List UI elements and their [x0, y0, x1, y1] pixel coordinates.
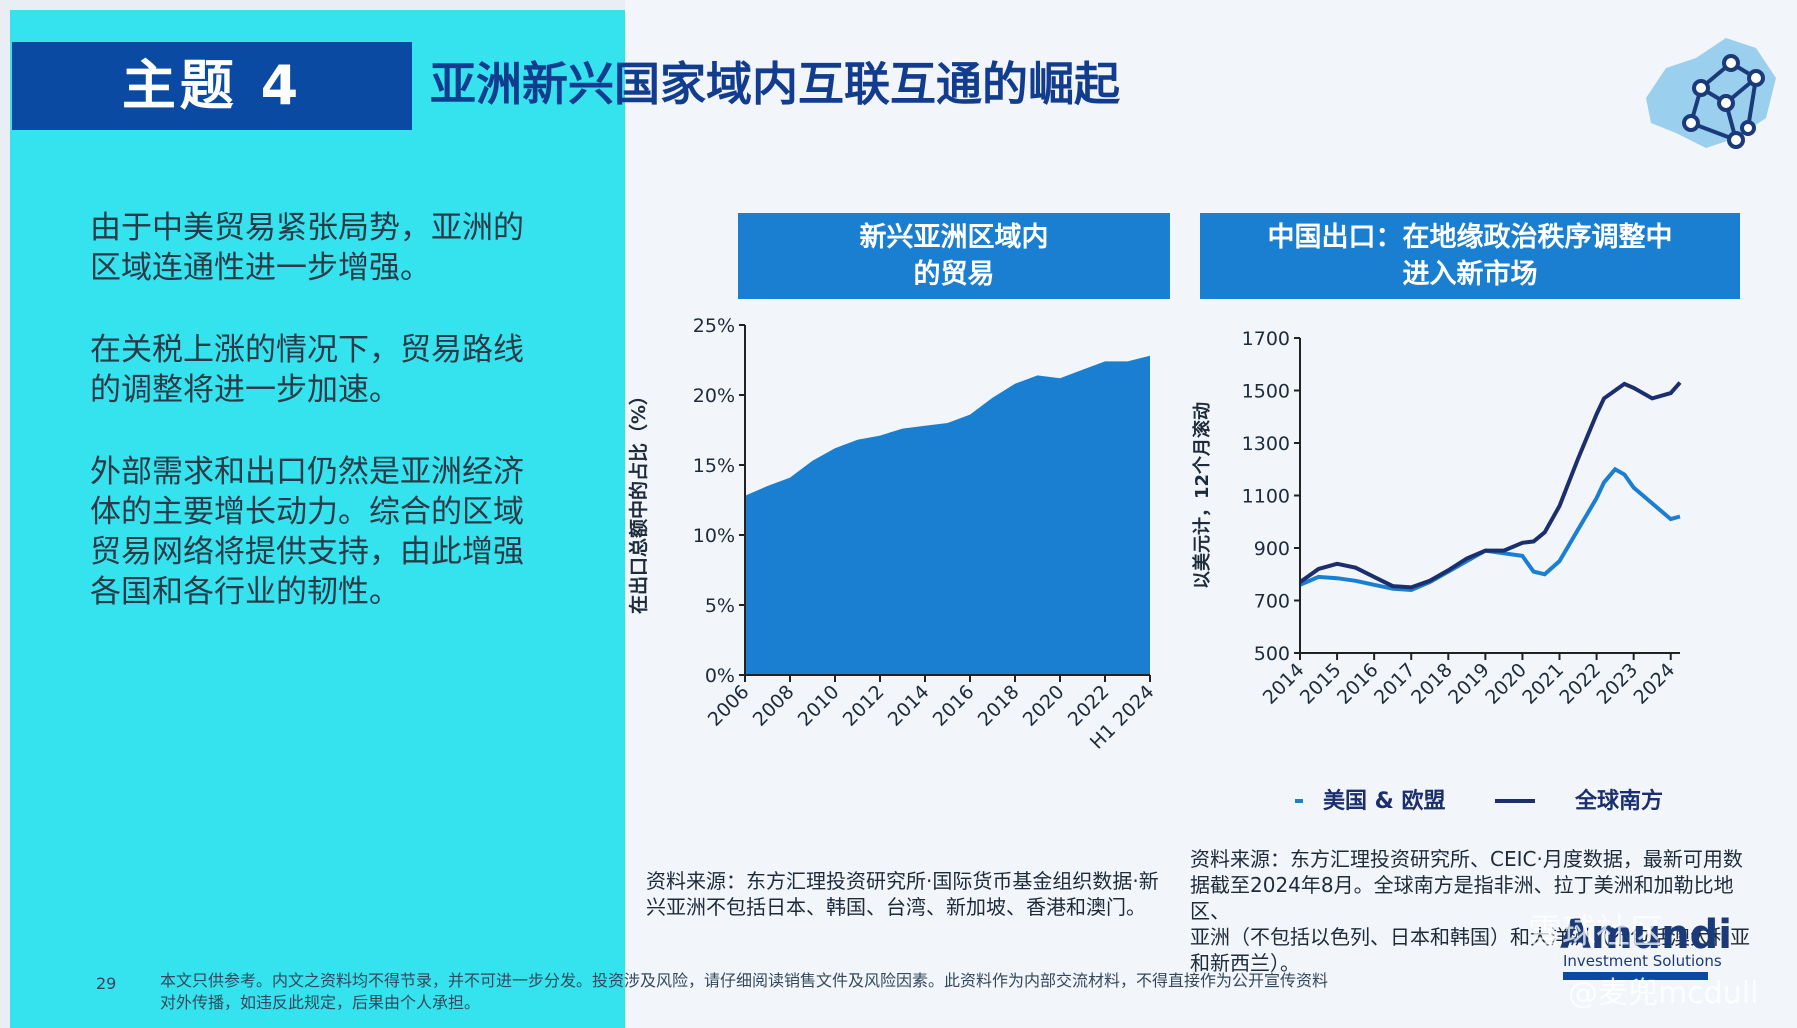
x-tick-label: 2017 — [1370, 659, 1420, 709]
y-tick-label: 500 — [1254, 643, 1290, 665]
source-line: 亚洲（不包括以色列、日本和韩国）和大洋洲（不包括澳大利亚 — [1190, 925, 1750, 949]
series-line-global-south — [1298, 381, 1682, 590]
legend-label-global-south: 全球南方 — [1574, 788, 1663, 814]
paragraph-line: 区域连通性进一步增强。 — [90, 250, 431, 286]
y-tick-label: 900 — [1254, 538, 1290, 560]
source-line: 兴亚洲不包括日本、韩国、台湾、新加坡、香港和澳门。 — [646, 895, 1146, 919]
watermark-handle: @麦兜mcdull — [1568, 976, 1759, 1011]
source-line: 资料来源：东方汇理投资研究所·国际货币基金组织数据·新 — [646, 869, 1159, 893]
regional-trade-area-chart: 0% 5% 10% 15% 20% 25% 200620082010201220142016… — [627, 315, 1159, 754]
x-tick-label: 2023 — [1592, 659, 1642, 709]
topic-badge: 主题 4 — [12, 42, 412, 130]
right-chart-header: 中国出口：在地缘政治秩序调整中 进入新市场 — [1200, 213, 1740, 299]
paragraph-3: 外部需求和出口仍然是亚洲经济 体的主要增长动力。综合的区域 贸易网络将提供支持，… — [90, 452, 610, 612]
left-text-panel — [10, 10, 625, 1028]
legend-label-us-eu: 美国 & 欧盟 — [1323, 788, 1446, 814]
header-line: 新兴亚洲区域内 — [859, 222, 1049, 253]
x-tick-label: 2018 — [974, 681, 1024, 731]
paragraph-line: 由于中美贸易紧张局势，亚洲的 — [90, 210, 524, 246]
y-tick-label: 20% — [693, 385, 735, 407]
x-tick-label: 2016 — [929, 681, 979, 731]
paragraph-line: 各国和各行业的韧性。 — [90, 574, 400, 610]
left-chart-source: 资料来源：东方汇理投资研究所·国际货币基金组织数据·新 兴亚洲不包括日本、韩国、… — [646, 868, 1186, 920]
x-tick-label: 2006 — [704, 681, 754, 731]
paragraph-line: 在关税上涨的情况下，贸易路线 — [90, 332, 524, 368]
x-tick-label: 2014 — [1259, 659, 1309, 709]
paragraph-2: 在关税上涨的情况下，贸易路线 的调整将进一步加速。 — [90, 330, 610, 410]
x-tick-label: 2008 — [749, 681, 799, 731]
header-line: 进入新市场 — [1402, 259, 1538, 290]
x-tick-label: 2018 — [1407, 659, 1457, 709]
source-line: 资料来源：东方汇理投资研究所、CEIC·月度数据，最新可用数 — [1190, 847, 1743, 871]
y-tick-label: 1500 — [1242, 381, 1290, 403]
x-tick-label: 2024 — [1630, 659, 1680, 709]
source-line: 据截至2024年8月。全球南方是指非洲、拉丁美洲和加勒比地区、 — [1190, 873, 1734, 923]
header-line: 的贸易 — [913, 259, 995, 290]
paragraph-line: 贸易网络将提供支持，由此增强 — [90, 534, 524, 570]
header-line: 中国出口：在地缘政治秩序调整中 — [1267, 222, 1673, 253]
y-tick-label: 10% — [693, 525, 735, 547]
x-tick-label: 2016 — [1333, 659, 1383, 709]
paragraph-line: 体的主要增长动力。综合的区域 — [90, 494, 524, 530]
left-chart-header: 新兴亚洲区域内 的贸易 — [738, 213, 1170, 299]
y-tick-label: 25% — [693, 315, 735, 337]
page-number: 29 — [96, 974, 117, 993]
brand-bar — [1563, 972, 1708, 980]
y-tick-label: 1700 — [1242, 328, 1290, 350]
y-axis-label: 以美元计，12个月滚动 — [1191, 402, 1213, 589]
x-tick-label: 2020 — [1481, 659, 1531, 709]
network-map-icon — [1646, 38, 1776, 149]
x-tick-label: 2014 — [884, 681, 934, 731]
y-axis-label: 在出口总额中的占比（%） — [627, 386, 650, 614]
disclaimer-footer: 本文只供参考。内文之资料均不得节录，并不可进一步分发。投资涉及风险，请仔细阅读销… — [160, 970, 1510, 1014]
x-tick-label: 2019 — [1444, 659, 1494, 709]
slide-title: 亚洲新兴国家域内互联互通的崛起 — [430, 57, 1120, 111]
paragraph-1: 由于中美贸易紧张局势，亚洲的 区域连通性进一步增强。 — [90, 208, 610, 288]
y-tick-label: 0% — [705, 665, 735, 687]
trade-share-area — [745, 355, 1150, 675]
china-exports-line-chart: 5007009001100130015001700201420152016201… — [1191, 328, 1682, 814]
brand-subtitle: Investment Solutions — [1563, 952, 1722, 970]
y-tick-label: 1300 — [1242, 433, 1290, 455]
right-chart-source: 资料来源：东方汇理投资研究所、CEIC·月度数据，最新可用数 据截至2024年8… — [1190, 846, 1770, 976]
paragraph-line: 外部需求和出口仍然是亚洲经济 — [90, 454, 524, 490]
source-line: 和新西兰）。 — [1190, 951, 1300, 975]
footer-line: 对外传播，如违反此规定，后果由个人承担。 — [160, 993, 481, 1012]
x-tick-label: 2021 — [1518, 659, 1568, 709]
y-tick-label: 1100 — [1242, 486, 1290, 508]
y-tick-label: 5% — [705, 595, 735, 617]
x-tick-label: 2022 — [1555, 659, 1605, 709]
footer-line: 本文只供参考。内文之资料均不得节录，并不可进一步分发。投资涉及风险，请仔细阅读销… — [160, 971, 1329, 990]
paragraph-line: 的调整将进一步加速。 — [90, 372, 400, 408]
series-line-us-eu — [1299, 466, 1681, 593]
brand-logo: Amundi — [1560, 912, 1732, 958]
x-tick-label: 2015 — [1296, 659, 1346, 709]
x-tick-label: 2020 — [1019, 681, 1069, 731]
x-tick-label: 2010 — [794, 681, 844, 731]
y-tick-label: 15% — [693, 455, 735, 477]
watermark-community: 雪球社区 — [1528, 912, 1664, 952]
y-tick-label: 700 — [1254, 591, 1290, 613]
x-tick-label: 2012 — [839, 681, 889, 731]
